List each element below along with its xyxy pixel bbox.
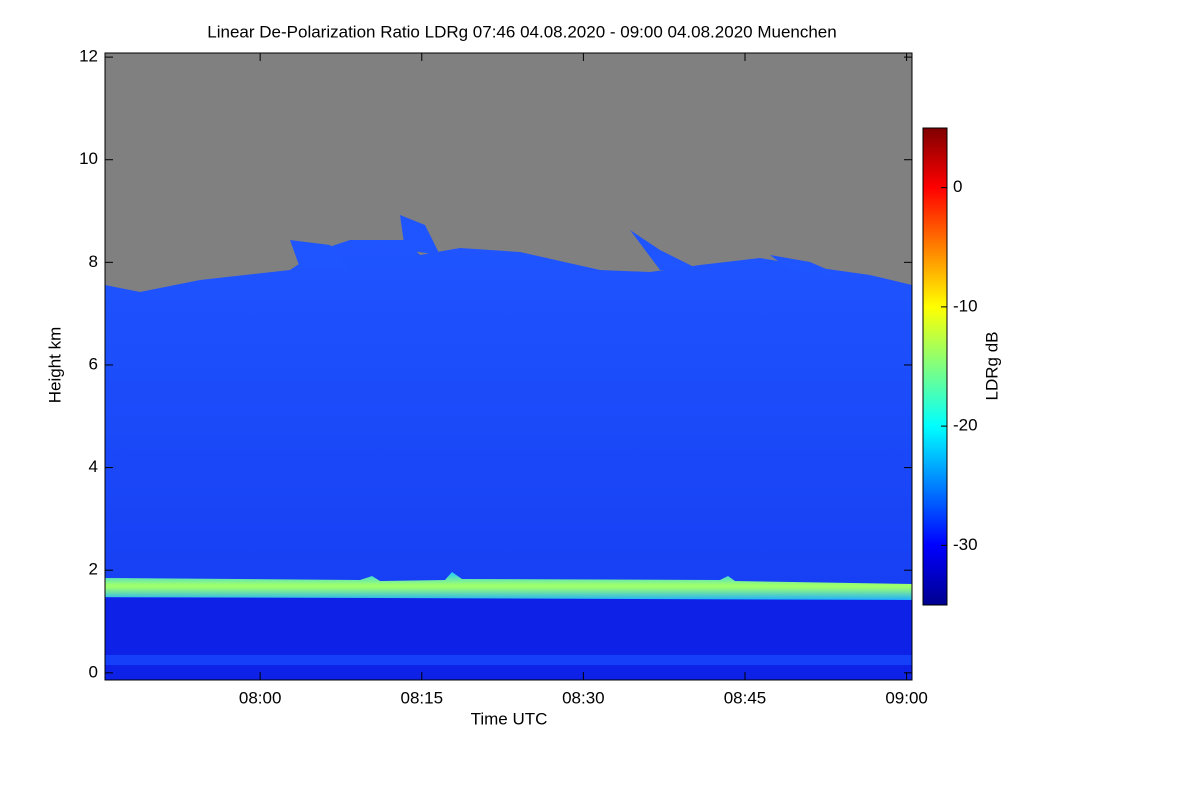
- plot-frame: [104, 52, 913, 681]
- y-tick-label: 2: [89, 560, 98, 579]
- boundary-layer: [105, 598, 912, 680]
- cloud-fragments: [290, 215, 840, 275]
- x-tick-label: 08:45: [724, 688, 767, 707]
- y-tick-label: 6: [89, 354, 98, 373]
- colorbar-tick-label: 0: [953, 177, 962, 196]
- colorbar-tick-label: -20: [953, 416, 978, 435]
- y-tick-label: 0: [89, 662, 98, 681]
- y-tick-label: 8: [89, 252, 98, 271]
- aerosol-layer: [105, 572, 912, 600]
- y-tick-label: 12: [79, 47, 98, 66]
- x-tick-label: 09:00: [885, 688, 928, 707]
- x-axis-label: Time UTC: [471, 709, 548, 728]
- x-tick-label: 08:15: [400, 688, 443, 707]
- colorbar-tick-label: -10: [953, 296, 978, 315]
- colorbar-tick-label: -30: [953, 535, 978, 554]
- y-axis-label: Height km: [45, 327, 64, 404]
- signal-area: [105, 240, 912, 680]
- y-tick-label: 10: [79, 149, 98, 168]
- colorbar: [922, 127, 948, 606]
- y-tick-label: 4: [89, 457, 98, 476]
- x-tick-label: 08:00: [239, 688, 282, 707]
- near-ground-layer: [105, 655, 912, 665]
- x-tick-label: 08:30: [562, 688, 605, 707]
- colorbar-label: LDRg dB: [982, 332, 1001, 401]
- heatmap: [105, 53, 912, 680]
- chart-title: Linear De-Polarization Ratio LDRg 07:46 …: [207, 22, 836, 41]
